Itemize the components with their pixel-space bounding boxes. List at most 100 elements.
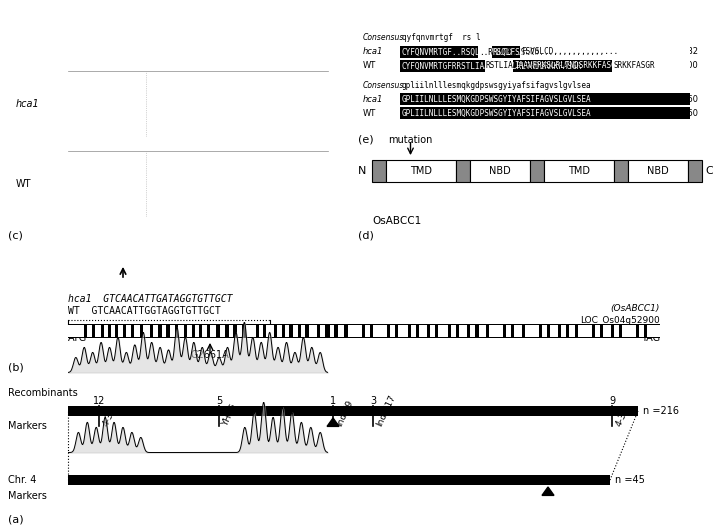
Text: Indel17: Indel17 [375,393,397,428]
Bar [438,325,448,337]
Bar [178,325,184,337]
Bar [647,325,661,337]
Bar [514,325,522,337]
Text: LOC_Os04g52900: LOC_Os04g52900 [580,316,660,325]
Text: 360: 360 [682,95,698,104]
Bar [400,107,690,119]
Bar [400,93,690,105]
Bar [162,325,166,337]
Text: 12: 12 [93,396,106,406]
Bar [187,325,192,337]
Text: hca1  GTCAACATTGATAGGTGTTGCT: hca1 GTCAACATTGATAGGTGTTGCT [68,294,232,304]
Bar [237,325,242,337]
Text: Indel9: Indel9 [335,399,355,428]
Bar [266,325,274,337]
Text: TAG: TAG [641,333,660,343]
Text: WT: WT [16,179,31,189]
Bar [400,46,690,58]
Bar [68,324,660,338]
Bar [520,46,690,58]
Bar [365,325,370,337]
Text: (c): (c) [8,231,23,241]
Bar [210,325,216,337]
Bar [595,325,600,337]
Bar [246,325,256,337]
Text: G2661A: G2661A [190,350,230,360]
Bar [68,475,610,485]
Text: 1: 1 [330,396,336,406]
Polygon shape [542,487,554,495]
Bar [338,325,344,337]
Text: (d): (d) [358,231,374,241]
Text: (b): (b) [8,363,24,373]
Bar [614,160,628,182]
Bar [622,325,636,337]
Text: CYFQNVMRTGFRRSTLIAAVFRKSLRLTNDSRKKFASGR: CYFQNVMRTGFRRSTLIAAVFRKSLRLTNDSRKKFASGR [402,62,583,70]
Bar [134,325,140,337]
Text: Consensus: Consensus [363,80,404,89]
Bar [430,325,435,337]
Text: Recombinants: Recombinants [8,388,78,398]
Bar [372,160,386,182]
Text: 360: 360 [682,108,698,117]
Text: C: C [705,166,713,176]
Bar [419,325,427,337]
Bar [390,325,395,337]
Bar [550,325,558,337]
Text: 400: 400 [682,62,698,70]
Bar [170,325,175,337]
Bar [603,325,611,337]
Text: 9: 9 [610,396,615,406]
Bar [195,325,199,337]
Text: NBD: NBD [489,166,511,176]
Text: Chr. 4: Chr. 4 [8,475,36,485]
Text: 3: 3 [370,396,376,406]
Bar [542,325,547,337]
Text: RSQLFSVSLCD..............: RSQLFSVSLCD.............. [493,47,609,56]
Bar [612,60,690,72]
Bar [578,325,592,337]
Text: YH16: YH16 [221,403,239,428]
Bar [485,60,513,72]
Bar [400,60,690,72]
Text: WT: WT [363,108,376,117]
Text: RSTLIAAVFRKSLRLTNDSRKKFASGR: RSTLIAAVFRKSLRLTNDSRKKFASGR [486,62,611,70]
Bar [68,325,84,337]
Bar [525,325,539,337]
Bar [309,325,317,337]
Text: 5: 5 [216,396,222,406]
Bar [126,325,131,337]
Text: IAAVFRKSLRLTNDSRKKFASGR: IAAVFRKSLRLTNDSRKKFASGR [514,62,620,70]
Bar [614,325,619,337]
Text: (e): (e) [358,134,374,144]
Bar [277,325,282,337]
Bar [320,325,325,337]
Bar [220,325,225,337]
Text: hca1: hca1 [363,47,384,56]
Text: GPLIILNLLLESMQKGDPSWSGYIYAFSIFAGVSLGVLSEA: GPLIILNLLLESMQKGDPSWSGYIYAFSIFAGVSLGVLSE… [402,95,592,104]
Bar [301,325,305,337]
Bar [489,325,503,337]
Bar [688,160,702,182]
Text: (OsABCC1): (OsABCC1) [610,304,660,313]
Bar [202,325,207,337]
Text: GPLIILNLLLESMQKGDPSWSGYIYAFSIFAGVSLGVLSEA: GPLIILNLLLESMQKGDPSWSGYIYAFSIFAGVSLGVLSE… [402,108,592,117]
Text: NBD: NBD [647,166,669,176]
Bar [479,325,486,337]
Text: 4-37: 4-37 [615,406,631,428]
Text: WT  GTCAACATTGGTAGGTGTTGCT: WT GTCAACATTGGTAGGTGTTGCT [68,306,221,316]
Bar [639,325,644,337]
Bar [386,160,456,182]
Text: n =216: n =216 [643,406,679,416]
Text: (a): (a) [8,514,24,524]
Bar [411,325,416,337]
Bar [68,406,638,416]
Text: 233kb: 233kb [336,409,362,418]
Bar [95,325,101,337]
Bar [451,325,456,337]
Bar [530,160,544,182]
Text: OsABCC1: OsABCC1 [372,216,421,226]
Bar [470,160,530,182]
Text: TMD: TMD [568,166,590,176]
Text: WT: WT [363,62,376,70]
